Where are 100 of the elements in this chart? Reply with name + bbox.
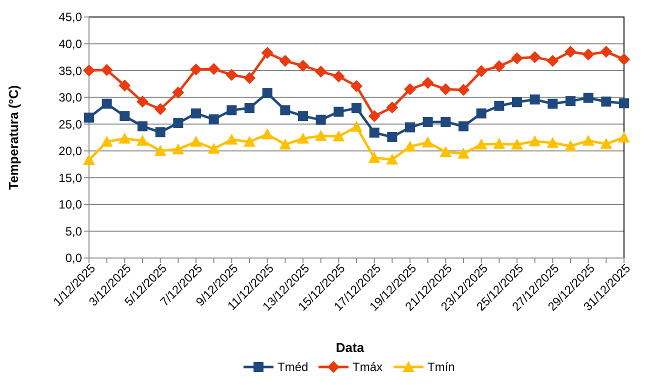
point	[582, 48, 594, 60]
point	[618, 132, 630, 142]
point	[334, 106, 344, 117]
point	[172, 86, 184, 99]
point	[440, 146, 452, 157]
point	[226, 105, 237, 116]
point	[566, 96, 576, 106]
point	[190, 136, 202, 147]
point	[546, 54, 559, 67]
point	[191, 108, 201, 118]
point	[440, 83, 452, 96]
point	[564, 140, 576, 152]
point	[386, 102, 398, 114]
point	[244, 103, 254, 114]
point	[619, 98, 629, 108]
point	[154, 144, 166, 156]
y-tick-label: 20,0	[58, 144, 82, 158]
point	[190, 63, 202, 76]
point	[84, 112, 94, 123]
point	[279, 138, 292, 150]
point	[404, 140, 416, 152]
legend-label: Tmáx	[352, 360, 382, 374]
point	[422, 76, 434, 89]
point	[244, 72, 256, 84]
point	[440, 116, 451, 127]
point	[583, 92, 594, 103]
point	[458, 121, 468, 132]
point	[332, 130, 345, 142]
point	[458, 148, 470, 159]
point	[118, 80, 131, 92]
y-tick-label: 10,0	[58, 198, 82, 212]
point	[173, 118, 184, 128]
point	[493, 60, 506, 72]
point	[368, 110, 380, 122]
point	[511, 138, 523, 150]
point	[208, 62, 220, 75]
point	[280, 105, 290, 116]
point	[83, 154, 95, 165]
point	[316, 114, 326, 125]
y-axis-title: Temperatura (°C)	[6, 85, 21, 190]
point	[475, 138, 488, 150]
point	[279, 54, 292, 67]
point	[298, 111, 308, 122]
point	[261, 128, 274, 140]
point	[100, 64, 113, 76]
point	[136, 96, 148, 108]
point	[512, 97, 522, 108]
point	[208, 114, 219, 124]
legend-label: Tmín	[428, 360, 455, 374]
point	[494, 100, 504, 111]
legend-label: Tméd	[278, 360, 308, 374]
point	[314, 66, 327, 78]
point	[297, 132, 309, 144]
point	[83, 64, 95, 77]
point	[369, 128, 380, 138]
point	[422, 116, 433, 127]
point	[332, 70, 345, 82]
point	[100, 136, 113, 147]
point	[405, 122, 415, 132]
point	[102, 98, 112, 109]
point	[350, 120, 362, 132]
y-tick-label: 15,0	[58, 170, 82, 185]
y-tick-label: 40,0	[58, 36, 82, 51]
point	[564, 46, 576, 58]
point	[226, 134, 238, 145]
point	[244, 136, 256, 147]
y-tick-label: 30,0	[58, 90, 82, 105]
point	[600, 46, 612, 58]
point	[118, 132, 131, 144]
point	[511, 52, 523, 64]
point	[493, 138, 506, 149]
point	[458, 84, 470, 96]
point	[600, 138, 612, 149]
point	[208, 142, 220, 154]
point	[476, 108, 486, 118]
point	[530, 94, 540, 104]
point	[386, 153, 398, 164]
point	[582, 134, 594, 146]
point	[528, 135, 541, 146]
point	[136, 134, 148, 146]
point	[528, 51, 541, 64]
y-tick-label: 25,0	[58, 117, 82, 132]
point	[601, 96, 612, 107]
point	[226, 68, 238, 81]
point	[404, 83, 416, 96]
point	[155, 127, 166, 138]
point	[387, 132, 398, 142]
point	[546, 136, 559, 148]
y-tick-label: 5,0	[65, 224, 82, 238]
point	[297, 60, 309, 72]
point	[262, 88, 272, 98]
point	[350, 80, 362, 92]
point	[368, 152, 380, 163]
point	[120, 111, 130, 122]
point	[261, 46, 274, 59]
y-tick-label: 35,0	[58, 64, 82, 78]
point	[314, 130, 327, 141]
point	[172, 143, 184, 154]
point	[138, 121, 148, 132]
x-axis-title: Data	[336, 340, 365, 355]
